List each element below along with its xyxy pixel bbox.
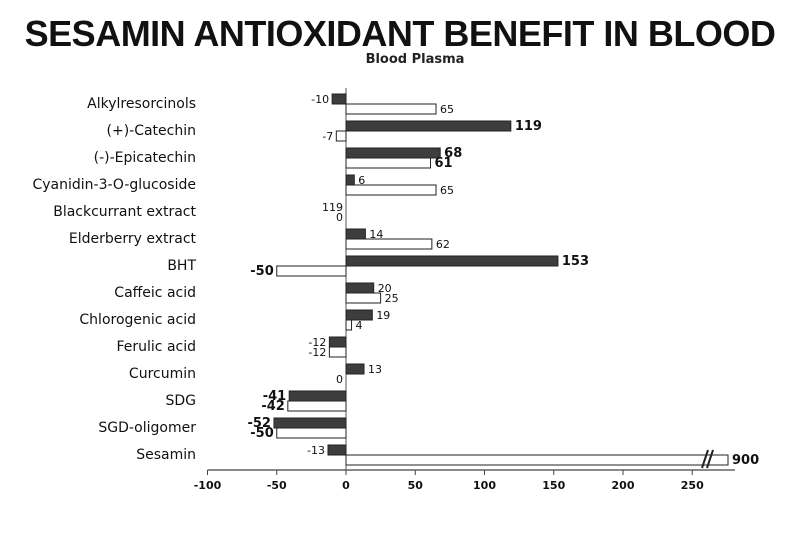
bar [335, 130, 347, 142]
data-label: -41 [263, 389, 287, 404]
category-label: (-)-Epicatechin [94, 150, 196, 166]
data-label: 14 [369, 228, 383, 241]
bar [345, 282, 375, 294]
bar [345, 255, 559, 267]
category-label: Sesamin [136, 447, 196, 463]
x-tick-label: 0 [342, 479, 350, 492]
category-label: Curcumin [129, 366, 196, 382]
data-label: -42 [261, 399, 285, 414]
bar [328, 336, 347, 348]
data-label: 68 [444, 146, 462, 161]
bar [345, 228, 366, 240]
data-label: 900 [732, 453, 759, 468]
data-label: 25 [385, 292, 399, 305]
axis-break-mark [706, 449, 714, 469]
bar [345, 363, 365, 375]
data-label: 0 [336, 211, 343, 224]
axis-break-mark [701, 449, 709, 469]
bar [287, 400, 347, 412]
data-label: 119 [515, 119, 542, 134]
data-label: -50 [250, 264, 274, 279]
bar [273, 417, 347, 429]
x-tick-label: 50 [408, 479, 424, 492]
data-label: -7 [322, 130, 333, 143]
data-label: 153 [562, 254, 589, 269]
bar [331, 93, 347, 105]
data-label: 62 [436, 238, 450, 251]
category-label: BHT [167, 258, 196, 274]
category-label: Elderberry extract [69, 231, 197, 247]
category-label: Blackcurrant extract [53, 204, 196, 220]
data-label: 20 [378, 282, 392, 295]
data-label: -52 [247, 416, 271, 431]
data-label: 65 [440, 103, 454, 116]
data-label: 0 [336, 373, 343, 386]
bar [276, 265, 347, 277]
data-label: 119 [322, 201, 343, 214]
category-label: SGD-oligomer [98, 420, 196, 436]
bar [345, 157, 431, 169]
category-label: SDG [165, 393, 196, 409]
data-label: -12 [308, 336, 326, 349]
bar [288, 390, 347, 402]
bar [345, 184, 437, 196]
category-label: Alkylresorcinols [87, 96, 196, 112]
data-label: 19 [376, 309, 390, 322]
x-tick-label: -100 [194, 479, 222, 492]
data-label: 4 [356, 319, 363, 332]
x-tick-label: 150 [542, 479, 565, 492]
bar [345, 238, 433, 250]
bar [345, 319, 353, 331]
bar [345, 120, 512, 132]
bar [345, 174, 355, 186]
chart-subtitle: Blood Plasma [365, 52, 465, 67]
data-label: -10 [311, 93, 329, 106]
data-label: 61 [434, 156, 452, 171]
data-label: 13 [368, 363, 382, 376]
data-label: 65 [440, 184, 454, 197]
category-label: Ferulic acid [116, 339, 196, 355]
category-label: Caffeic acid [114, 285, 196, 301]
x-tick-label: 200 [612, 479, 635, 492]
chart-title: SESAMIN ANTIOXIDANT BENEFIT IN BLOOD [24, 13, 776, 54]
data-label: -12 [308, 346, 326, 359]
x-tick-label: -50 [267, 479, 287, 492]
bar [345, 103, 437, 115]
bar [276, 427, 347, 439]
category-label: Cyanidin-3-O-glucoside [32, 177, 196, 193]
bar [345, 292, 382, 304]
data-label: 6 [358, 174, 365, 187]
category-label: Chlorogenic acid [79, 312, 196, 328]
data-label: -50 [250, 426, 274, 441]
bar [328, 346, 347, 358]
bar [345, 147, 441, 159]
category-label: (+)-Catechin [107, 123, 197, 139]
bar [345, 309, 373, 321]
data-label: -13 [307, 444, 325, 457]
x-tick-label: 250 [681, 479, 704, 492]
x-tick-label: 100 [473, 479, 496, 492]
bar [327, 444, 347, 456]
bar [345, 454, 729, 466]
